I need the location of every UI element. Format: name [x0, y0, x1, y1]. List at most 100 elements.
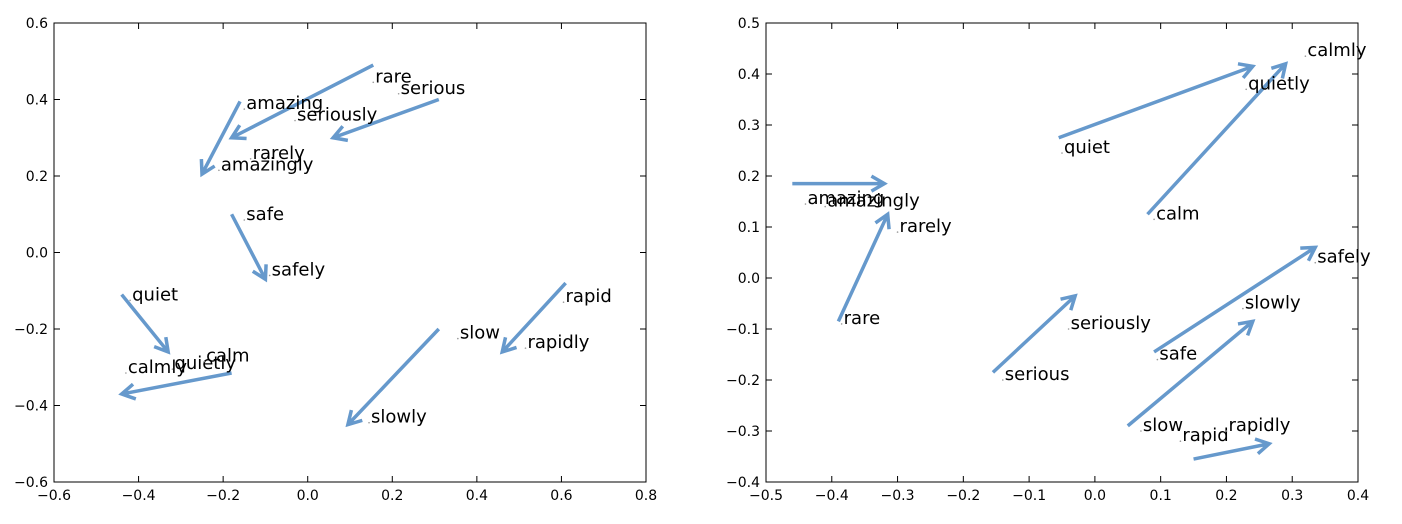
y-tick-label: 0.3: [738, 118, 760, 134]
word-label: slow: [460, 323, 500, 344]
word-point: [218, 169, 220, 172]
word-point: [1304, 55, 1307, 57]
y-tick-label: −0.6: [14, 475, 48, 491]
word-label: calm: [1156, 203, 1199, 224]
word-point: [1225, 430, 1228, 432]
y-tick-label: 0.1: [738, 220, 760, 236]
x-tick-label: 0.2: [1215, 488, 1237, 504]
word-label: amazing: [807, 188, 884, 209]
word-point: [243, 108, 246, 110]
word-point: [1067, 328, 1070, 330]
x-tick-label: −0.3: [881, 488, 915, 504]
word-point: [1245, 88, 1247, 91]
x-tick-label: 0.4: [1347, 488, 1369, 504]
word-point: [268, 274, 271, 277]
word-label: calmly: [128, 357, 187, 378]
word-point: [294, 119, 296, 122]
word-point: [1140, 430, 1142, 432]
word-point: [562, 301, 565, 304]
word-label: quiet: [1064, 137, 1110, 158]
word-label: seriously: [1071, 313, 1152, 334]
x-tick-label: 0.2: [381, 488, 403, 504]
arrow: [792, 174, 888, 193]
word-label: safely: [1317, 247, 1371, 268]
y-tick-label: 0.6: [26, 16, 48, 32]
plot-frame: [765, 22, 1359, 483]
word-point: [1061, 152, 1063, 154]
arrow: [1153, 245, 1319, 354]
y-tick-label: 0.5: [738, 16, 760, 32]
word-point: [243, 219, 246, 221]
word-label: slowly: [371, 407, 427, 428]
y-tick-label: 0.4: [26, 93, 48, 109]
word-label: amazingly: [827, 191, 920, 212]
word-point: [1002, 379, 1004, 381]
word-label: rare: [844, 308, 881, 329]
x-tick-label: 0.4: [466, 488, 488, 504]
word-label: seriously: [297, 105, 378, 126]
word-label: serious: [401, 78, 466, 99]
word-label: quiet: [132, 284, 178, 305]
x-tick-label: 0.8: [635, 488, 657, 504]
word-label: safely: [272, 259, 326, 280]
word-label: rapid: [1182, 425, 1228, 446]
arrow: [991, 293, 1078, 374]
word-label: quietly: [1248, 73, 1310, 94]
word-label: rarely: [900, 216, 953, 237]
arrow: [118, 371, 232, 401]
word-point: [1242, 307, 1244, 310]
word-point: [1179, 440, 1182, 443]
arrow: [230, 213, 268, 283]
word-point: [372, 81, 375, 84]
x-tick-label: 0.6: [550, 488, 572, 504]
word-point: [457, 337, 459, 340]
x-tick-label: −0.2: [946, 488, 980, 504]
word-label: amazingly: [221, 154, 314, 175]
word-label: amazing: [246, 93, 323, 114]
y-tick-label: 0.2: [738, 169, 760, 185]
word-label: safe: [1159, 344, 1197, 365]
x-tick-label: −0.4: [815, 488, 849, 504]
word-label: rapidly: [527, 332, 589, 353]
arrow: [1058, 62, 1257, 140]
y-tick-label: 0.4: [738, 67, 760, 83]
word-point: [368, 421, 370, 424]
word-label: serious: [1005, 364, 1070, 385]
y-tick-label: −0.1: [726, 322, 760, 338]
arrow: [199, 100, 242, 178]
arrow: [120, 293, 171, 355]
word-label: safe: [246, 204, 284, 225]
word-point: [203, 360, 205, 363]
word-label: rarely: [253, 143, 306, 164]
arrow: [345, 327, 441, 428]
x-tick-label: −0.1: [1012, 488, 1046, 504]
y-tick-label: 0.0: [738, 271, 760, 287]
word-point: [1153, 218, 1155, 221]
y-tick-label: 0.2: [26, 169, 48, 185]
y-tick-label: −0.3: [726, 424, 760, 440]
word-label: rapidly: [1228, 415, 1290, 436]
y-tick-label: −0.2: [726, 373, 760, 389]
x-tick-label: −0.4: [122, 488, 156, 504]
x-tick-label: 0.3: [1281, 488, 1303, 504]
word-point: [896, 231, 899, 233]
word-label: calm: [206, 346, 249, 367]
word-point: [397, 92, 400, 95]
x-tick-label: 0.1: [1150, 488, 1172, 504]
y-tick-label: 0.0: [26, 246, 48, 262]
word-point: [840, 323, 843, 325]
x-tick-label: 0.0: [1084, 488, 1106, 504]
word-label: slow: [1143, 415, 1183, 436]
y-tick-label: −0.4: [14, 399, 48, 415]
word-point: [171, 368, 174, 370]
x-tick-label: −0.6: [37, 488, 71, 504]
word-point: [524, 347, 527, 349]
x-tick-label: −0.5: [749, 488, 783, 504]
word-point: [1156, 358, 1159, 361]
word-label: rapid: [566, 286, 612, 307]
word-label: calmly: [1307, 40, 1366, 61]
arrow: [836, 211, 891, 323]
arrow: [228, 63, 375, 141]
